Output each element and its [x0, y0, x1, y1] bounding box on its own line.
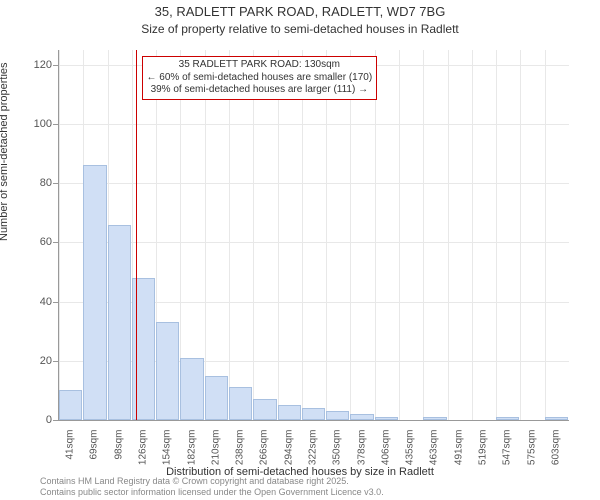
chart-title: 35, RADLETT PARK ROAD, RADLETT, WD7 7BG …	[0, 0, 600, 38]
histogram-bar	[545, 417, 568, 420]
histogram-bar	[229, 387, 252, 420]
histogram-bar	[59, 390, 82, 420]
y-axis-label: Number of semi-detached properties	[0, 62, 10, 241]
histogram-bar	[350, 414, 373, 420]
gridline-vertical	[59, 50, 60, 420]
histogram-bar	[205, 376, 228, 420]
gridline-vertical	[326, 50, 327, 420]
y-tick-label: 100	[12, 118, 52, 130]
gridline-vertical	[302, 50, 303, 420]
histogram-bar	[180, 358, 203, 420]
y-tick-label: 40	[12, 296, 52, 308]
histogram-bar	[108, 225, 131, 420]
footer-line2: Contains public sector information licen…	[40, 487, 384, 497]
gridline-vertical	[448, 50, 449, 420]
gridline-vertical	[350, 50, 351, 420]
annotation-line3: 39% of semi-detached houses are larger (…	[151, 84, 369, 95]
gridline-vertical	[399, 50, 400, 420]
annotation-box: 35 RADLETT PARK ROAD: 130sqm ← 60% of se…	[142, 56, 378, 100]
y-tick-label: 60	[12, 236, 52, 248]
gridline-vertical	[375, 50, 376, 420]
annotation-line1: 35 RADLETT PARK ROAD: 130sqm	[179, 59, 340, 70]
histogram-bar	[156, 322, 179, 420]
histogram-bar	[278, 405, 301, 420]
histogram-bar	[302, 408, 325, 420]
gridline-vertical	[278, 50, 279, 420]
histogram-bar	[423, 417, 446, 420]
property-marker-line	[136, 50, 137, 420]
gridline-vertical	[520, 50, 521, 420]
title-line2: Size of property relative to semi-detach…	[141, 22, 459, 36]
annotation-line2: ← 60% of semi-detached houses are smalle…	[147, 72, 373, 83]
chart-container: 35, RADLETT PARK ROAD, RADLETT, WD7 7BG …	[0, 0, 600, 500]
footer-attribution: Contains HM Land Registry data © Crown c…	[40, 476, 384, 498]
y-tick-label: 120	[12, 59, 52, 71]
y-tick-label: 80	[12, 177, 52, 189]
gridline-vertical	[205, 50, 206, 420]
y-tick-label: 20	[12, 355, 52, 367]
gridline-vertical	[253, 50, 254, 420]
gridline-vertical	[496, 50, 497, 420]
title-line1: 35, RADLETT PARK ROAD, RADLETT, WD7 7BG	[155, 4, 446, 19]
gridline-vertical	[423, 50, 424, 420]
footer-line1: Contains HM Land Registry data © Crown c…	[40, 476, 349, 486]
plot-area: 35 RADLETT PARK ROAD: 130sqm ← 60% of se…	[58, 50, 569, 421]
gridline-vertical	[545, 50, 546, 420]
gridline-vertical	[229, 50, 230, 420]
y-tick-label: 0	[12, 414, 52, 426]
histogram-bar	[326, 411, 349, 420]
histogram-bar	[253, 399, 276, 420]
histogram-bar	[83, 165, 106, 420]
histogram-bar	[375, 417, 398, 420]
histogram-bar	[496, 417, 519, 420]
gridline-vertical	[472, 50, 473, 420]
